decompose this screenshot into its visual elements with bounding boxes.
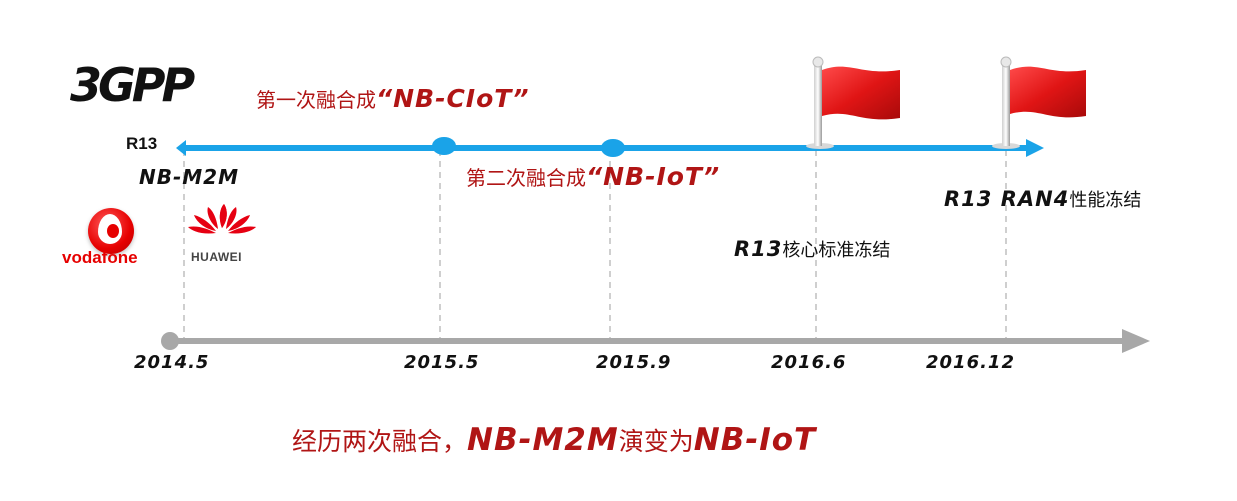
merge-2-prefix: 第二次融合成 bbox=[466, 166, 586, 190]
merge-2-name: “NB-IoT” bbox=[586, 162, 721, 191]
merge-1-prefix: 第一次融合成 bbox=[256, 88, 376, 112]
huawei-logo-icon bbox=[188, 204, 256, 234]
red-flag-icon bbox=[992, 56, 1086, 149]
date-label: 2016.6 bbox=[771, 352, 847, 373]
date-label: 2016.12 bbox=[926, 352, 1015, 373]
dashed-guides bbox=[183, 150, 1007, 342]
merge-point-2 bbox=[601, 139, 625, 157]
summary-part-1: 经历两次融合， bbox=[292, 427, 468, 456]
merge-1-label: 第一次融合成“NB-CIoT” bbox=[256, 84, 529, 113]
release-label: R13 bbox=[126, 134, 158, 153]
merge-1-name: “NB-CIoT” bbox=[376, 84, 530, 113]
core-freeze-label: R13核心标准冻结 bbox=[734, 236, 890, 262]
time-axis-arrow bbox=[161, 329, 1150, 353]
huawei-logo-text: HUAWEI bbox=[191, 250, 242, 264]
ran-freeze-label: R13 RAN4性能冻结 bbox=[944, 186, 1141, 212]
vodafone-logo-text: vodafone bbox=[62, 248, 138, 267]
3gpp-logo-icon: 3GPP bbox=[70, 52, 200, 122]
date-label: 2014.5 bbox=[134, 352, 210, 373]
summary-text: 经历两次融合，NB-M2M演变为NB-IoT bbox=[292, 422, 816, 458]
date-label: 2015.5 bbox=[404, 352, 480, 373]
3gpp-logo-text: 3GPP bbox=[70, 58, 195, 112]
merge-2-label: 第二次融合成“NB-IoT” bbox=[466, 162, 720, 191]
core-freeze-en: R13 bbox=[734, 237, 783, 261]
ran-freeze-en: R13 RAN4 bbox=[944, 187, 1070, 211]
core-freeze-zh: 核心标准冻结 bbox=[782, 240, 891, 261]
summary-part-3: 演变为 bbox=[618, 427, 694, 456]
ran-freeze-zh: 性能冻结 bbox=[1069, 190, 1142, 211]
release-arrow bbox=[176, 137, 1044, 157]
origin-label: NB-M2M bbox=[139, 165, 240, 189]
vodafone-logo-icon bbox=[88, 208, 134, 254]
date-label: 2015.9 bbox=[596, 352, 672, 373]
summary-part-4: NB-IoT bbox=[693, 422, 817, 458]
merge-point-1 bbox=[432, 137, 456, 155]
axis-start-dot bbox=[161, 332, 179, 350]
summary-part-2: NB-M2M bbox=[467, 422, 619, 458]
red-flag-icon bbox=[806, 56, 900, 149]
